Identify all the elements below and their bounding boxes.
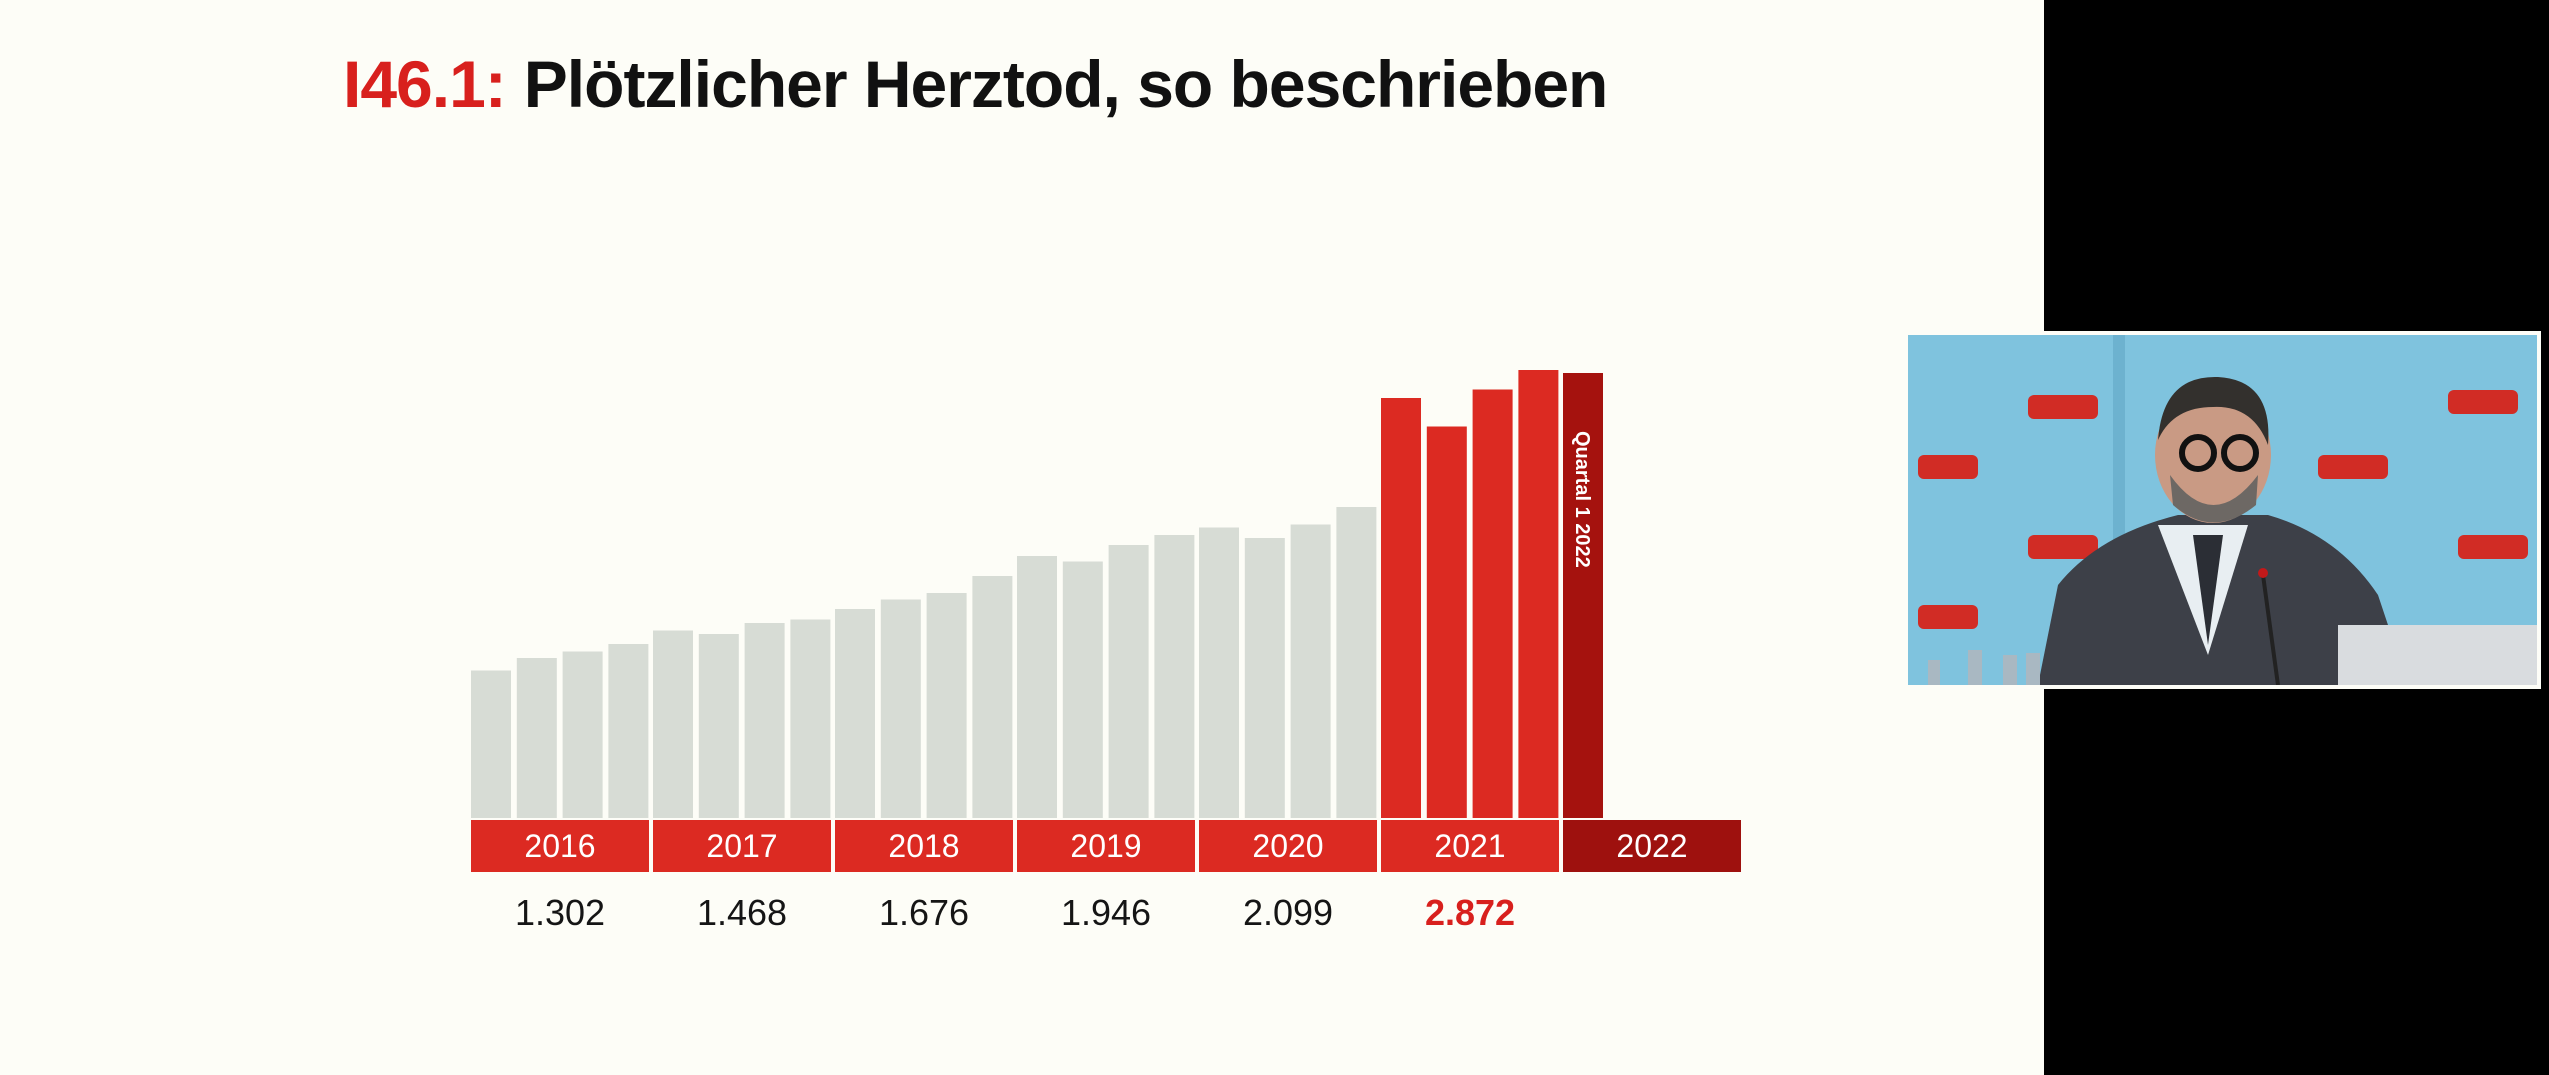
speaker-video-frame [1904,331,2541,689]
bar-2019-q1 [1017,556,1057,818]
bar-chart: Quartal 1 2022 2016 1.302 2017 1.468 2018 1.67… [471,370,1741,933]
presentation-slide: I46.1: Plötzlicher Herztod, so beschriebe… [0,0,2044,1075]
bar-2017-q4 [790,619,831,818]
annual-total-2018: 1.676 [879,892,969,933]
annual-total-2016: 1.302 [515,892,605,933]
microphone [2258,568,2280,685]
bar-2019-q2 [1062,561,1103,818]
bar-2018-q1 [835,609,875,818]
bar-2016-q4 [608,644,649,818]
slide-title: I46.1: Plötzlicher Herztod, so beschriebe… [343,46,1609,122]
year-band-2017 [653,820,831,872]
annual-total-2021: 2.872 [1425,892,1515,933]
bar-2017-q1 [653,630,693,818]
bar-2020-q3 [1290,524,1331,818]
laptop [2338,625,2537,685]
bar-2020-q4 [1336,507,1377,818]
year-band-2018 [835,820,1013,872]
bar-2019-q4 [1154,535,1195,818]
bar-2016-q1 [471,670,511,818]
bar-2018-q3 [926,593,967,818]
bar-2018-q4 [972,576,1013,818]
bar-2021-q3 [1472,389,1513,818]
bar-2021-q1 [1381,398,1421,818]
quarter-annotation: Quartal 1 2022 [1571,431,1593,568]
bar-2022-q1 [1563,373,1603,818]
speaker-video [1908,335,2537,685]
year-label-2018: 2018 [888,828,959,864]
title-text: Plötzlicher Herztod, so beschrieben [523,47,1609,121]
bar-2021-q4 [1518,370,1559,818]
bar-2020-q1 [1199,527,1239,818]
year-band-2019 [1017,820,1195,872]
year-label-2021: 2021 [1434,828,1505,864]
annual-total-2017: 1.468 [697,892,787,933]
bar-2017-q2 [698,634,739,818]
year-label-2020: 2020 [1252,828,1323,864]
water-bottles [1928,650,2040,685]
bar-2017-q3 [744,623,785,818]
year-label-2016: 2016 [524,828,595,864]
annual-total-2020: 2.099 [1243,892,1333,933]
bar-2016-q3 [562,651,603,818]
year-band-2016 [471,820,649,872]
title-code: I46.1: [343,47,507,121]
annual-total-2019: 1.946 [1061,892,1151,933]
year-band-2021 [1381,820,1559,872]
speaker-figure [2038,376,2408,685]
bar-2019-q3 [1108,545,1149,818]
year-band-2020 [1199,820,1377,872]
year-band-2022 [1563,820,1741,872]
year-label-2019: 2019 [1070,828,1141,864]
bar-2018-q2 [880,599,921,818]
year-label-2022: 2022 [1616,828,1687,864]
bar-2021-q2 [1426,426,1467,818]
year-label-2017: 2017 [706,828,777,864]
bar-2020-q2 [1244,538,1285,818]
backdrop-logos [1918,390,2528,629]
bar-2016-q2 [516,658,557,818]
